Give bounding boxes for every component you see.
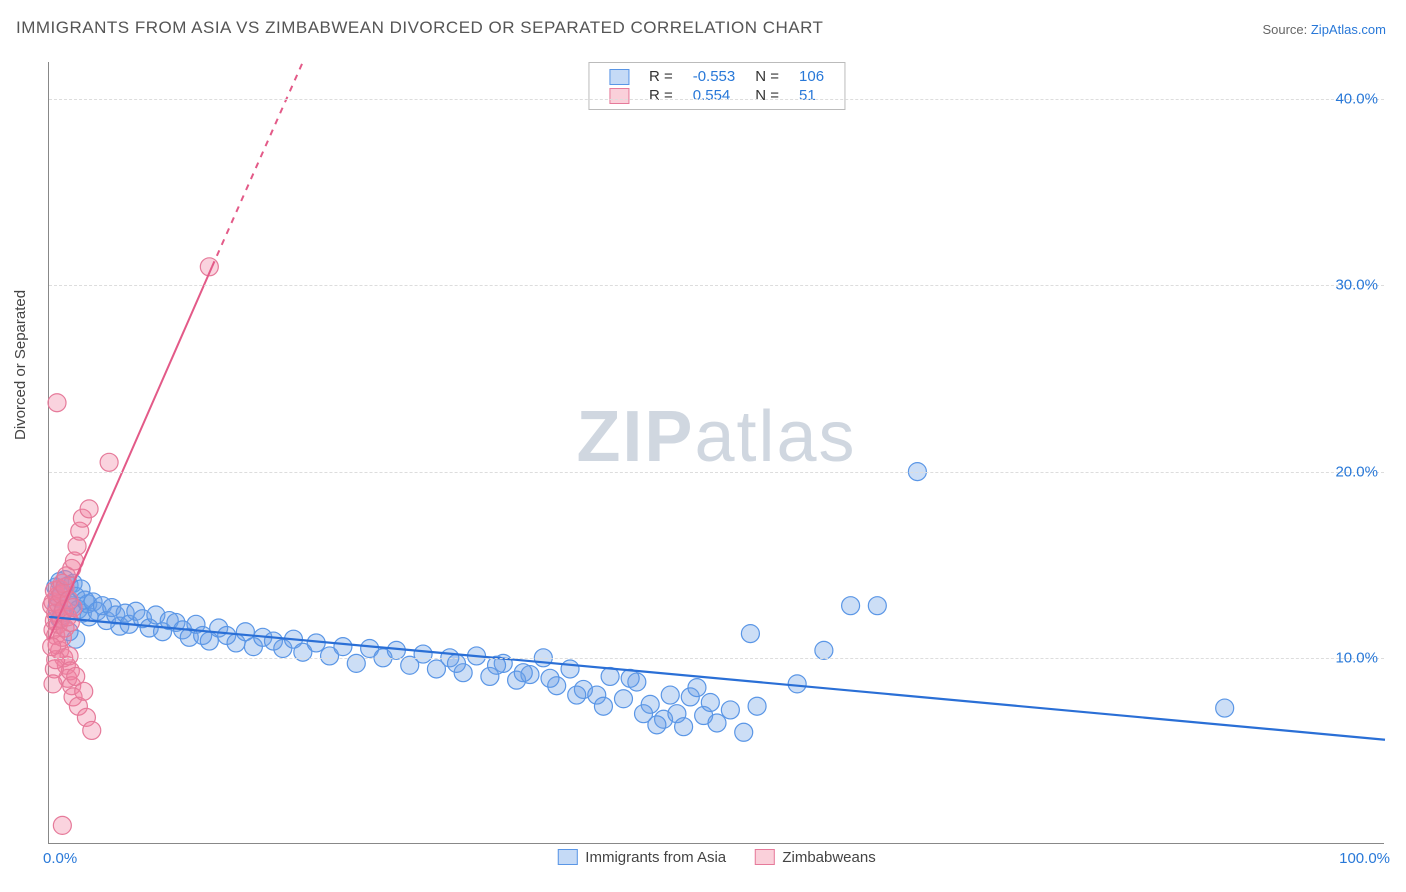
r-value-pink: 0.554	[683, 86, 746, 105]
n-label: N =	[745, 86, 789, 105]
n-value-blue: 106	[789, 67, 834, 86]
chart-container: IMMIGRANTS FROM ASIA VS ZIMBABWEAN DIVOR…	[0, 0, 1406, 892]
y-tick-label: 10.0%	[1335, 649, 1378, 666]
legend-item-blue: Immigrants from Asia	[557, 849, 726, 866]
legend-item-pink: Zimbabweans	[754, 849, 875, 866]
y-tick-label: 30.0%	[1335, 277, 1378, 294]
source-prefix: Source:	[1262, 22, 1310, 37]
n-label: N =	[745, 67, 789, 86]
source-attribution: Source: ZipAtlas.com	[1262, 22, 1386, 37]
legend-series: Immigrants from Asia Zimbabweans	[545, 849, 887, 870]
legend-correlation-box: R = -0.553 N = 106 R = 0.554 N = 51	[588, 62, 845, 110]
r-value-blue: -0.553	[683, 67, 746, 86]
swatch-blue-icon	[557, 849, 577, 865]
source-link[interactable]: ZipAtlas.com	[1311, 22, 1386, 37]
chart-svg	[49, 62, 1384, 843]
x-tick-label: 0.0%	[43, 850, 77, 867]
legend-row-blue: R = -0.553 N = 106	[599, 67, 834, 86]
y-tick-label: 20.0%	[1335, 463, 1378, 480]
chart-title: IMMIGRANTS FROM ASIA VS ZIMBABWEAN DIVOR…	[16, 18, 823, 38]
r-label: R =	[639, 67, 683, 86]
swatch-pink-icon	[754, 849, 774, 865]
x-tick-label: 100.0%	[1339, 850, 1390, 867]
plot-area: ZIPatlas R = -0.553 N = 106 R = 0.554 N …	[48, 62, 1384, 844]
r-label: R =	[639, 86, 683, 105]
swatch-pink-icon	[609, 88, 629, 104]
n-value-pink: 51	[789, 86, 834, 105]
legend-label-pink: Zimbabweans	[782, 849, 875, 866]
legend-label-blue: Immigrants from Asia	[585, 849, 726, 866]
y-axis-label: Divorced or Separated	[12, 290, 29, 440]
y-tick-label: 40.0%	[1335, 91, 1378, 108]
legend-row-pink: R = 0.554 N = 51	[599, 86, 834, 105]
swatch-blue-icon	[609, 69, 629, 85]
